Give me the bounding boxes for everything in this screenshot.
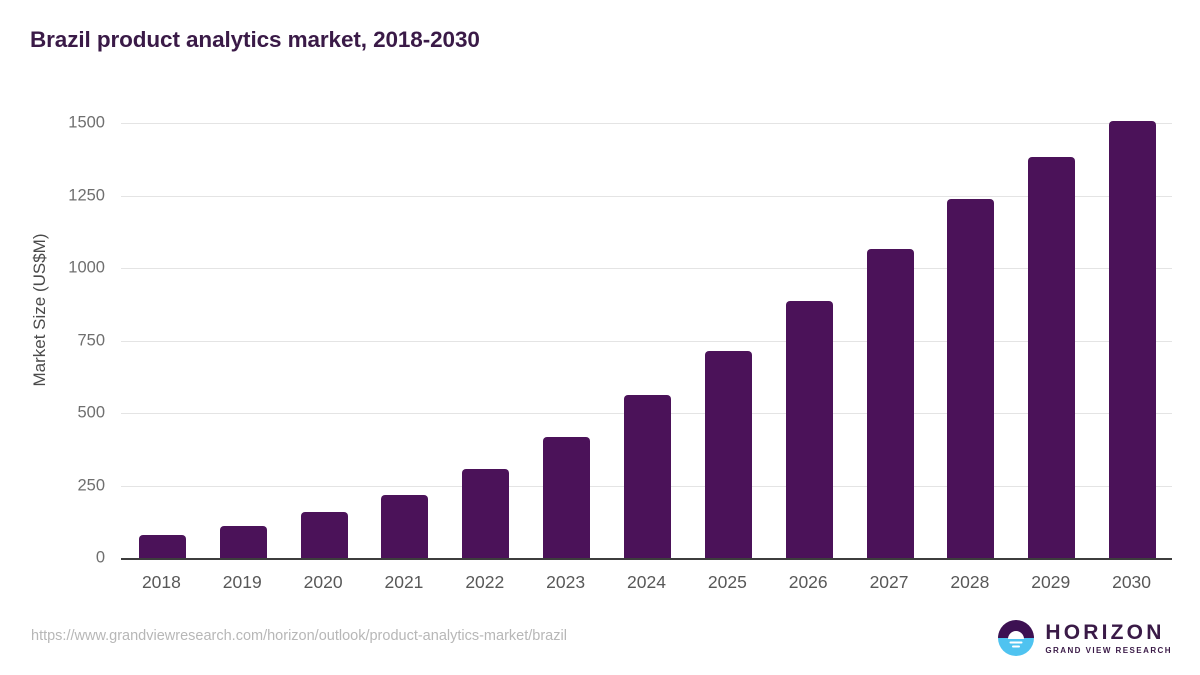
y-axis: 0 250 500 750 1000 1250 1500 [33,0,105,675]
gridline [121,268,1172,270]
bar[interactable] [785,300,833,558]
bar[interactable] [624,395,671,558]
y-axis-tick-label: 750 [77,331,105,350]
x-axis-tick-label: 2023 [546,572,586,592]
x-axis-tick-label: 2020 [303,572,343,592]
horizon-logo: HORIZON GRAND VIEW RESEARCH [996,617,1172,659]
logo-tagline: GRAND VIEW RESEARCH [1045,645,1172,655]
bar[interactable] [1028,156,1076,558]
logo-text: HORIZON GRAND VIEW RESEARCH [1045,622,1172,655]
x-axis-tick-label: 2027 [869,572,909,592]
x-axis-tick-label: 2028 [950,572,990,592]
x-axis-tick-label: 2030 [1112,572,1152,592]
y-axis-title: Market Size (US$M) [30,233,49,387]
bar[interactable] [543,437,591,558]
y-axis-tick-label: 250 [77,476,105,495]
x-axis-line [121,558,1172,560]
x-axis-tick-label: 2025 [707,572,747,592]
bar[interactable] [947,199,995,558]
horizon-circle-icon [996,618,1036,658]
x-axis-tick-label: 2018 [141,572,181,592]
bars-layer [121,106,1172,558]
gridline [121,340,1172,342]
bar[interactable] [1109,121,1157,558]
x-axis-tick-label: 2026 [788,572,828,592]
x-axis-tick-label: 2019 [222,572,262,592]
source-url[interactable]: https://www.grandviewresearch.com/horizo… [31,628,567,644]
bar[interactable] [866,248,914,558]
y-axis-tick-label: 500 [77,403,105,422]
bar[interactable] [219,525,267,558]
y-axis-tick-label: 0 [95,548,105,567]
bar[interactable] [381,494,429,558]
page-title: Brazil product analytics market, 2018-20… [30,27,480,52]
bar[interactable] [462,469,510,558]
y-axis-tick-label: 1250 [68,186,105,205]
logo-wordmark: HORIZON [1045,620,1165,644]
x-axis-tick-label: 2024 [627,572,666,592]
x-axis-tick-label: 2029 [1031,572,1071,592]
y-axis-tick-label: 1500 [68,113,105,132]
bar[interactable] [300,512,348,558]
gridline [121,195,1172,197]
bar[interactable] [138,534,186,558]
bar[interactable] [704,350,752,558]
x-axis: 2018 2019 2020 2021 2022 2023 2024 2025 2026 2027… [121,572,1172,602]
x-axis-tick-label: 2022 [465,572,505,592]
gridline [121,123,1172,125]
y-axis-tick-label: 1000 [68,258,105,277]
x-axis-tick-label: 2021 [384,572,424,592]
